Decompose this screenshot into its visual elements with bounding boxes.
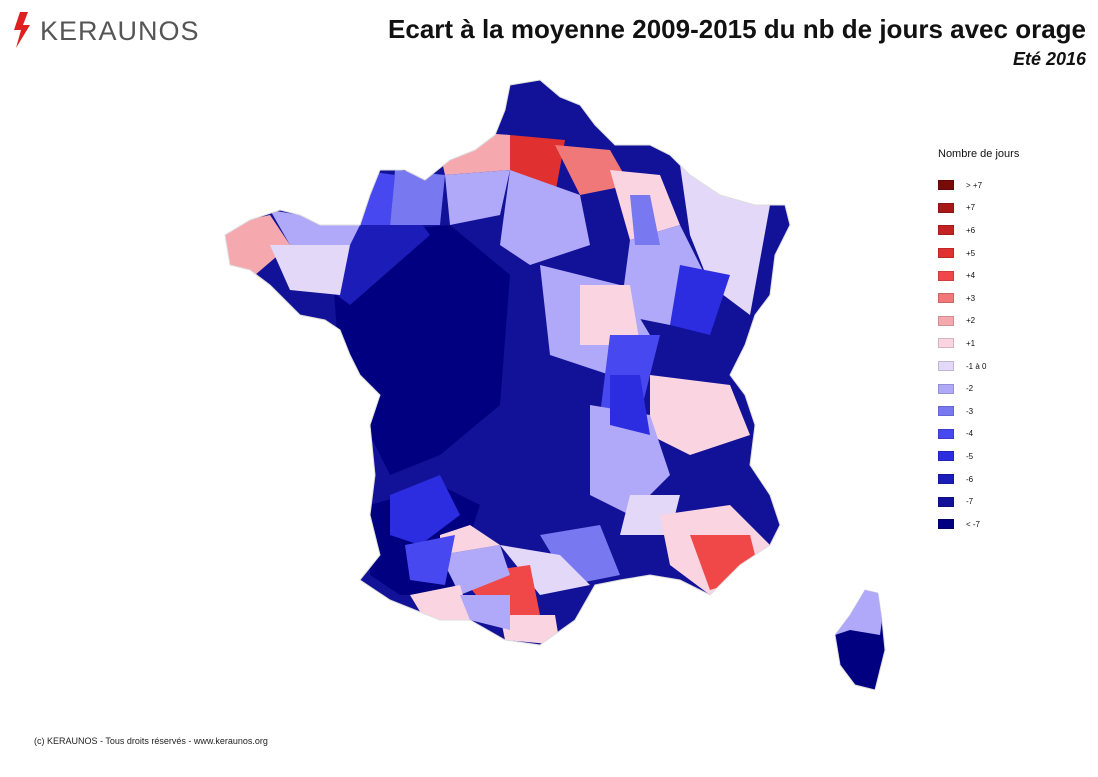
- legend-swatch: [938, 225, 954, 236]
- copyright-footer: (c) KERAUNOS - Tous droits réservés - ww…: [34, 736, 268, 746]
- legend-item: +4: [938, 264, 1078, 287]
- legend-swatch: [938, 406, 954, 417]
- legend-item: -5: [938, 445, 1078, 468]
- legend-item: < -7: [938, 513, 1078, 536]
- legend-item: +3: [938, 287, 1078, 310]
- france-department-map: [224, 79, 886, 691]
- legend-label: +1: [966, 338, 976, 348]
- legend-swatch: [938, 315, 954, 326]
- legend-label: -6: [966, 474, 974, 484]
- title-block: Ecart à la moyenne 2009-2015 du nb de jo…: [388, 14, 1086, 70]
- legend-swatch: [938, 474, 954, 485]
- legend-item: +1: [938, 332, 1078, 355]
- legend-item: +2: [938, 310, 1078, 333]
- legend-label: +5: [966, 248, 976, 258]
- legend-swatch: [938, 361, 954, 372]
- legend-item: -1 à 0: [938, 355, 1078, 378]
- legend-item: -7: [938, 490, 1078, 513]
- legend-label: -7: [966, 497, 974, 507]
- legend-item: -4: [938, 423, 1078, 446]
- legend-label: +6: [966, 225, 976, 235]
- legend-label: -1 à 0: [966, 361, 987, 371]
- legend-swatch: [938, 451, 954, 462]
- legend-swatch: [938, 338, 954, 349]
- legend: Nombre de jours > +7 +7 +6 +5 +4 +3 +2 +1 -1 à 0…: [938, 148, 1078, 536]
- france-outline: [224, 79, 791, 646]
- legend-label: < -7: [966, 519, 981, 529]
- legend-swatch: [938, 519, 954, 530]
- legend-item: +7: [938, 197, 1078, 220]
- legend-item: -6: [938, 468, 1078, 491]
- legend-label: +3: [966, 293, 976, 303]
- legend-swatch: [938, 270, 954, 281]
- legend-item: -2: [938, 377, 1078, 400]
- legend-item: -3: [938, 400, 1078, 423]
- legend-item: +5: [938, 242, 1078, 265]
- lightning-bolt-icon: [14, 12, 30, 48]
- legend-swatch: [938, 428, 954, 439]
- legend-items: > +7 +7 +6 +5 +4 +3 +2 +1 -1 à 0 -2 -3 -4 -5 -6 -7 < -7: [938, 174, 1078, 536]
- keraunos-logo: KERAUNOS: [10, 12, 220, 48]
- legend-swatch: [938, 293, 954, 304]
- legend-title: Nombre de jours: [938, 148, 1020, 160]
- map-title: Ecart à la moyenne 2009-2015 du nb de jo…: [388, 14, 1086, 44]
- legend-label: +7: [966, 203, 976, 213]
- legend-label: +4: [966, 271, 976, 281]
- legend-item: > +7: [938, 174, 1078, 197]
- legend-label: -4: [966, 429, 974, 439]
- legend-swatch: [938, 383, 954, 394]
- legend-swatch: [938, 180, 954, 191]
- legend-label: -5: [966, 451, 974, 461]
- legend-swatch: [938, 202, 954, 213]
- mainland-france: [225, 80, 790, 645]
- legend-label: > +7: [966, 180, 983, 190]
- legend-label: -3: [966, 406, 974, 416]
- legend-swatch: [938, 248, 954, 259]
- legend-label: -2: [966, 384, 974, 394]
- legend-label: +2: [966, 316, 976, 326]
- corsica: [834, 589, 886, 691]
- logo-text: KERAUNOS: [40, 16, 200, 46]
- legend-swatch: [938, 496, 954, 507]
- map-subtitle: Eté 2016: [1012, 49, 1086, 69]
- legend-item: +6: [938, 219, 1078, 242]
